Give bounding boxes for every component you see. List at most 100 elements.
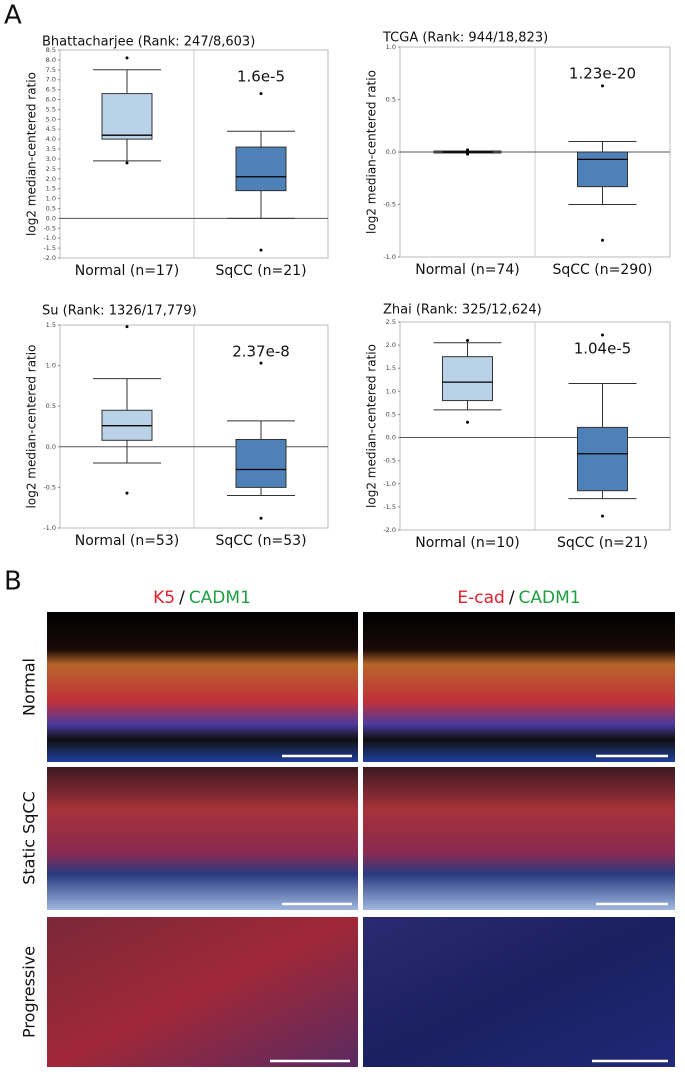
outlier xyxy=(125,161,129,165)
row-label: Normal xyxy=(20,658,39,716)
y-tick-label: 0.5 xyxy=(386,96,396,104)
row-label: Static SqCC xyxy=(20,791,39,885)
y-tick-label: 0.0 xyxy=(386,148,396,156)
x-tick-label: Normal (n=74) xyxy=(415,262,519,278)
y-tick-label: -0.5 xyxy=(383,201,396,209)
outlier xyxy=(466,338,469,342)
y-tick-label: 0.5 xyxy=(46,402,56,410)
y-tick-label: 7.0 xyxy=(46,76,56,84)
chart-title: Su (Rank: 1326/17,779) xyxy=(42,304,197,319)
x-tick-label: Normal (n=53) xyxy=(75,533,179,549)
y-tick-label: 1.5 xyxy=(46,321,56,329)
outlier xyxy=(259,516,263,520)
y-tick-label: 4.5 xyxy=(46,125,56,133)
box xyxy=(235,438,287,488)
y-tick-label: 1.0 xyxy=(386,43,396,51)
y-axis-label: log2 median-centered ratio xyxy=(25,345,39,509)
x-tick-label: SqCC (n=53) xyxy=(215,533,306,549)
micrograph xyxy=(47,917,358,1067)
outlier xyxy=(259,92,263,96)
outlier xyxy=(125,491,129,495)
y-tick-label: 6.0 xyxy=(46,96,56,104)
y-tick-label: 1.5 xyxy=(46,185,56,193)
y-tick-label: 2.0 xyxy=(386,341,396,349)
y-tick-label: -0.5 xyxy=(383,457,396,465)
y-tick-label: -1.0 xyxy=(383,480,396,488)
y-tick-label: 2.5 xyxy=(386,318,396,326)
y-tick-label: 0.0 xyxy=(46,214,56,222)
scale-bars xyxy=(270,754,668,1063)
box xyxy=(101,93,153,140)
outlier xyxy=(601,333,604,337)
chart-title: Bhattacharjee (Rank: 247/8,603) xyxy=(42,35,255,50)
column-header: E-cad / CADM1 xyxy=(457,588,580,608)
header-part: / xyxy=(179,588,185,608)
outlier xyxy=(601,84,604,88)
y-tick-label: 1.0 xyxy=(46,195,56,203)
y-tick-label: 5.5 xyxy=(46,105,56,113)
header-part: CADM1 xyxy=(189,588,251,608)
outlier xyxy=(466,148,469,152)
y-tick-label: 0.0 xyxy=(46,443,56,451)
box xyxy=(442,356,493,402)
x-tick-label: SqCC (n=21) xyxy=(557,535,648,551)
y-axis-label: log2 median-centered ratio xyxy=(365,344,379,508)
panel-label: B xyxy=(4,567,22,597)
micrograph xyxy=(47,767,358,910)
y-tick-label: 8.0 xyxy=(46,56,56,64)
y-axis-label: log2 median-centered ratio xyxy=(365,70,379,234)
column-header: K5/CADM1 xyxy=(153,588,251,608)
y-tick-label: 3.0 xyxy=(46,155,56,163)
outlier xyxy=(125,56,129,60)
y-tick-label: -1.0 xyxy=(383,253,396,261)
y-tick-label: -2.0 xyxy=(43,254,56,262)
y-tick-label: 5.0 xyxy=(46,115,56,123)
chart-title: Zhai (Rank: 325/12,624) xyxy=(383,303,542,318)
x-tick-label: Normal (n=17) xyxy=(75,263,179,279)
y-tick-label: -1.5 xyxy=(43,244,56,252)
panel-label: A xyxy=(4,1,22,31)
outlier xyxy=(259,361,263,365)
y-tick-label: 1.5 xyxy=(386,364,396,372)
box xyxy=(577,151,628,188)
outlier xyxy=(601,514,604,518)
row-label: Progressive xyxy=(20,946,39,1038)
y-axis-label: log2 median-centered ratio xyxy=(25,72,39,236)
annotation: 1.23e-20 xyxy=(569,65,636,83)
y-tick-label: 0.5 xyxy=(46,204,56,212)
header-part: K5 xyxy=(153,588,175,608)
y-tick-label: 1.0 xyxy=(386,387,396,395)
header-part: E-cad xyxy=(457,588,504,608)
y-tick-label: 6.5 xyxy=(46,86,56,94)
box xyxy=(577,426,628,492)
box xyxy=(235,146,287,192)
y-tick-label: 3.5 xyxy=(46,145,56,153)
y-tick-label: 2.5 xyxy=(46,165,56,173)
outlier xyxy=(466,152,469,156)
micrograph xyxy=(47,612,358,762)
annotation: 1.04e-5 xyxy=(574,340,632,358)
x-tick-label: SqCC (n=290) xyxy=(552,262,652,278)
outlier xyxy=(259,248,263,252)
y-tick-label: 8.5 xyxy=(46,46,56,54)
micrographs xyxy=(47,612,675,1067)
y-tick-label: -2.0 xyxy=(383,526,396,534)
outlier xyxy=(601,238,604,242)
y-tick-label: -0.5 xyxy=(43,224,56,232)
chart-title: TCGA (Rank: 944/18,823) xyxy=(382,31,548,46)
micrograph xyxy=(363,612,675,762)
y-tick-label: 2.0 xyxy=(46,175,56,183)
y-tick-label: -1.5 xyxy=(383,503,396,511)
header-part: / xyxy=(509,588,515,608)
outlier xyxy=(125,325,129,329)
annotation: 1.6e-5 xyxy=(237,68,285,86)
micrograph xyxy=(363,917,675,1067)
y-tick-label: 0.0 xyxy=(386,434,396,442)
micrograph xyxy=(363,767,675,910)
y-tick-label: -0.5 xyxy=(43,483,56,491)
y-tick-label: -1.0 xyxy=(43,524,56,532)
header-part: CADM1 xyxy=(519,588,581,608)
y-tick-label: -1.0 xyxy=(43,234,56,242)
x-tick-label: Normal (n=10) xyxy=(415,535,519,551)
